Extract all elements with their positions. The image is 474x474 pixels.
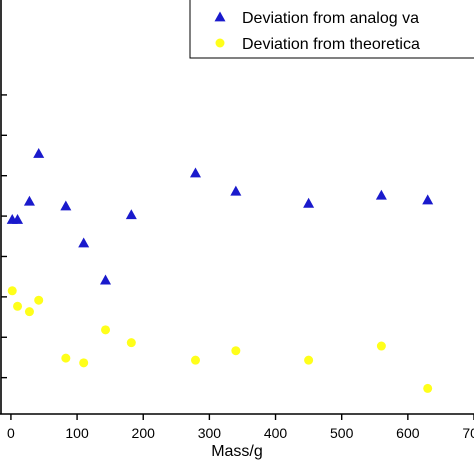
data-markers [6,147,434,393]
x-tick-label: 100 [65,425,89,441]
x-axis-title: Mass/g [211,443,263,460]
x-tick-label: 600 [396,425,420,441]
circle-marker [126,338,136,348]
legend-box [189,0,474,59]
series-theoretical-deviation [7,286,433,393]
axes: 0 100 200 300 400 500 600 700 Mass/g [0,0,474,460]
x-tick-label: 700 [462,425,474,441]
circle-marker [79,358,89,368]
triangle-marker [375,189,387,200]
circle-marker [13,301,23,311]
triangle-marker [78,237,90,248]
legend-marker [214,11,226,22]
triangle-marker [230,185,242,196]
x-tick-label: 0 [7,425,15,441]
triangle-marker [60,200,72,211]
legend-marker [215,38,225,48]
x-axis-ticks [10,414,474,420]
circle-marker [7,286,17,296]
triangle-marker [125,209,137,220]
circle-marker [61,353,71,363]
series-analog-deviation [6,147,434,285]
x-tick-label: 200 [132,425,156,441]
triangle-marker [303,197,315,208]
circle-marker [304,355,314,365]
triangle-marker [189,167,201,178]
triangle-marker [33,147,45,158]
legend: Deviation from analog va Deviation from t… [189,0,474,59]
circle-marker [34,295,44,305]
triangle-marker [100,274,112,285]
legend-label: Deviation from analog va [242,10,419,27]
legend-label: Deviation from theoretica [242,36,420,53]
triangle-marker [23,195,35,206]
triangle-marker [422,194,434,205]
circle-marker [231,346,241,356]
legend-items: Deviation from analog va Deviation from t… [214,10,420,53]
x-axis-tick-labels: 0 100 200 300 400 500 600 700 [7,425,474,441]
circle-marker [190,355,200,365]
x-tick-label: 400 [264,425,288,441]
circle-marker [24,307,34,317]
circle-marker [423,383,433,393]
circle-marker [101,325,111,335]
triangle-marker [12,213,24,224]
circle-marker [376,341,386,351]
x-tick-label: 300 [198,425,222,441]
plot-area [6,147,434,393]
y-axis-ticks [1,94,7,379]
x-tick-label: 500 [330,425,354,441]
